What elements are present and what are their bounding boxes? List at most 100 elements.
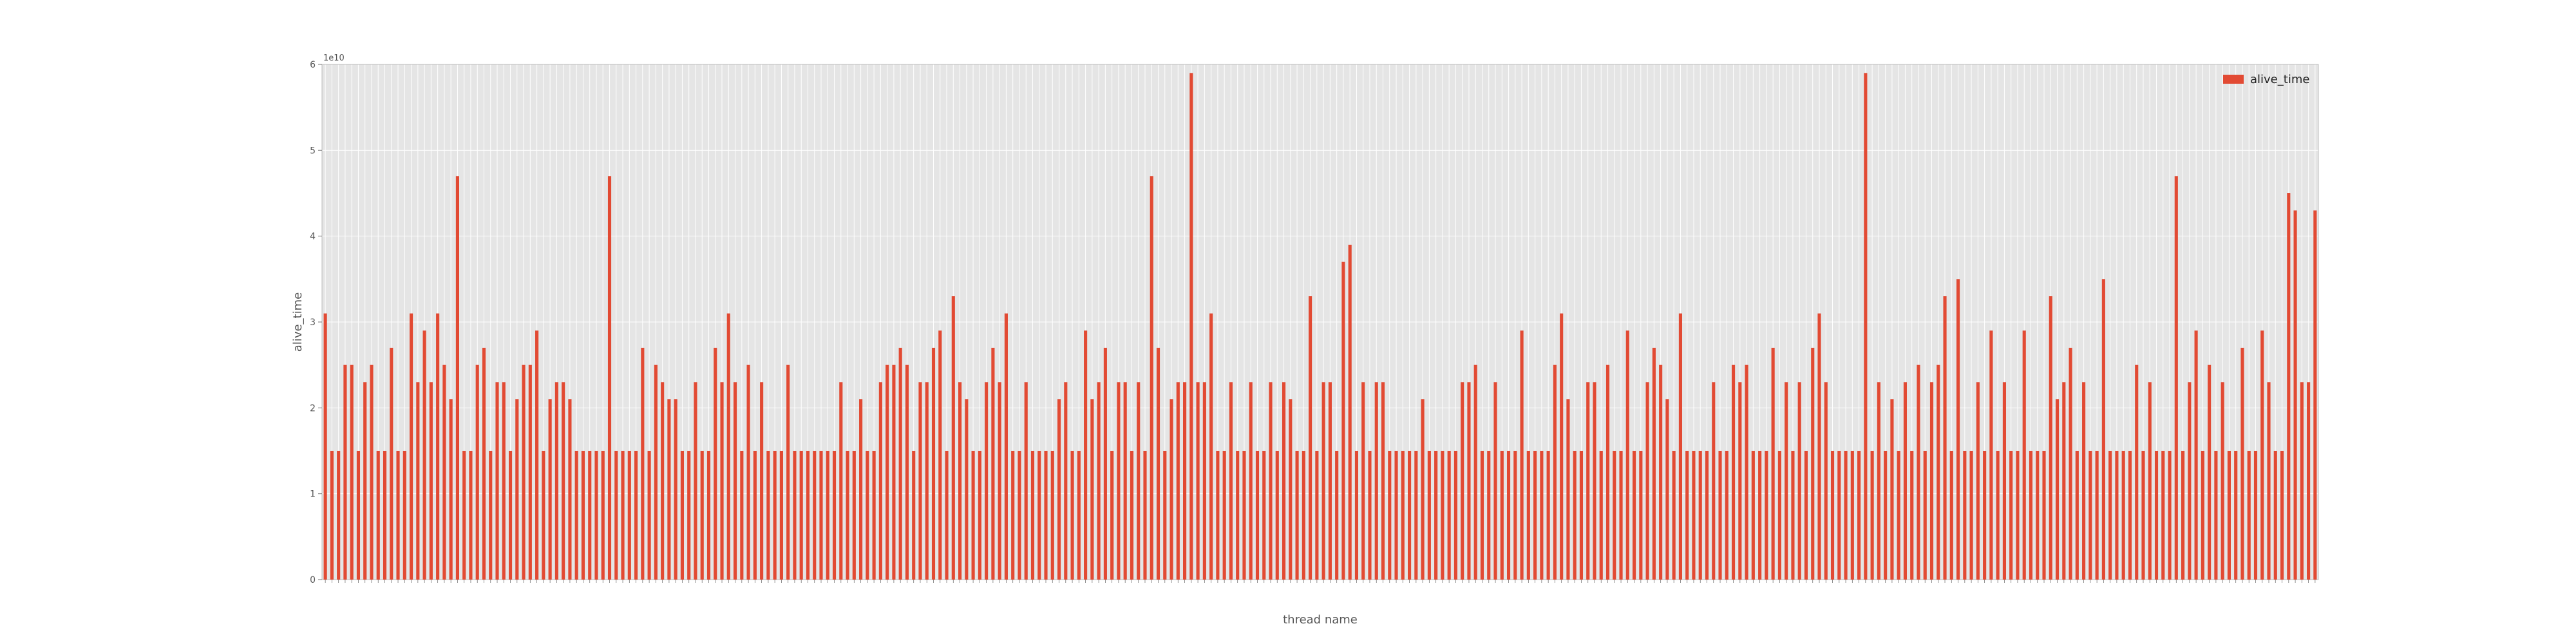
bar: [872, 451, 876, 580]
legend-label: alive_time: [2250, 73, 2309, 86]
legend-swatch: [2223, 75, 2244, 84]
bar: [1804, 451, 1808, 580]
bar: [1884, 451, 1888, 580]
bar: [1328, 382, 1332, 580]
bar: [647, 451, 651, 580]
bar: [1937, 365, 1940, 580]
bar: [1295, 451, 1299, 580]
bar: [1566, 399, 1570, 580]
bar: [390, 348, 393, 580]
bar: [1209, 313, 1213, 580]
bar: [522, 365, 526, 580]
bar: [1473, 365, 1477, 580]
bar: [1255, 451, 1260, 580]
bar: [1354, 451, 1359, 580]
bar: [2042, 451, 2046, 580]
bar: [1956, 279, 1960, 580]
bar: [1090, 399, 1094, 580]
bar: [1037, 451, 1041, 580]
bar: [826, 451, 829, 580]
bar: [1222, 451, 1226, 580]
bar: [1302, 451, 1305, 580]
bar: [1011, 451, 1015, 580]
bar: [1506, 451, 1511, 580]
bar: [2069, 348, 2072, 580]
bar: [766, 451, 770, 580]
bar: [1202, 382, 1206, 580]
bar: [667, 399, 671, 580]
bar: [1454, 451, 1457, 580]
bar: [898, 348, 902, 580]
bar: [1176, 382, 1180, 580]
bar: [2088, 451, 2092, 580]
bar: [535, 330, 539, 580]
bar: [2029, 451, 2033, 580]
bar: [449, 399, 453, 580]
y-tick-label: 3: [310, 317, 316, 328]
bar: [1249, 382, 1253, 580]
bar: [1712, 382, 1716, 580]
bar: [2174, 176, 2178, 580]
bar: [674, 399, 677, 580]
y-axis: 0 1 2 3 4 5 6: [310, 60, 322, 585]
bar: [2049, 296, 2052, 580]
bar: [1004, 313, 1008, 580]
bar: [2101, 279, 2105, 580]
x-axis: [325, 580, 2316, 583]
bar: [621, 451, 625, 580]
bar: [1229, 382, 1233, 580]
bar: [489, 451, 493, 580]
bar: [1461, 382, 1464, 580]
bar: [1645, 382, 1649, 580]
bar: [1196, 382, 1200, 580]
bar: [482, 348, 486, 580]
bar: [892, 365, 896, 580]
bar: [1064, 382, 1068, 580]
bar: [1989, 330, 1993, 580]
x-axis-label: thread name: [1283, 613, 1358, 627]
bar: [1275, 451, 1279, 580]
bar: [323, 313, 327, 580]
bar: [1361, 382, 1365, 580]
bar: [2293, 210, 2297, 580]
bar: [1725, 451, 1728, 580]
bar: [1665, 399, 1669, 580]
bar: [846, 451, 849, 580]
bar: [998, 382, 1001, 580]
bar: [1850, 451, 1854, 580]
bar: [1705, 451, 1709, 580]
bar: [1143, 451, 1147, 580]
bar: [1685, 451, 1689, 580]
bar: [1526, 451, 1530, 580]
bar: [965, 399, 969, 580]
bar: [502, 382, 506, 580]
bar: [720, 382, 724, 580]
bar: [1738, 382, 1742, 580]
bar: [2002, 382, 2006, 580]
bar: [2022, 330, 2026, 580]
bar: [1877, 382, 1880, 580]
bar: [2313, 210, 2317, 580]
bar: [2108, 451, 2112, 580]
bar: [542, 451, 545, 580]
bar: [1487, 451, 1491, 580]
bar: [469, 451, 473, 580]
bar: [528, 365, 532, 580]
bar: [1057, 399, 1061, 580]
bar: [2095, 451, 2099, 580]
bar: [2075, 451, 2079, 580]
bar: [938, 330, 942, 580]
bar: [1467, 382, 1471, 580]
y-tick-label: 6: [310, 60, 316, 70]
bar: [350, 365, 354, 580]
bar: [1613, 451, 1616, 580]
bar: [416, 382, 420, 580]
bar: [627, 451, 631, 580]
bar: [1923, 451, 1927, 580]
bar: [1897, 451, 1900, 580]
bar: [2240, 348, 2244, 580]
bar: [1242, 451, 1246, 580]
bar: [1421, 399, 1425, 580]
bar: [1586, 382, 1590, 580]
